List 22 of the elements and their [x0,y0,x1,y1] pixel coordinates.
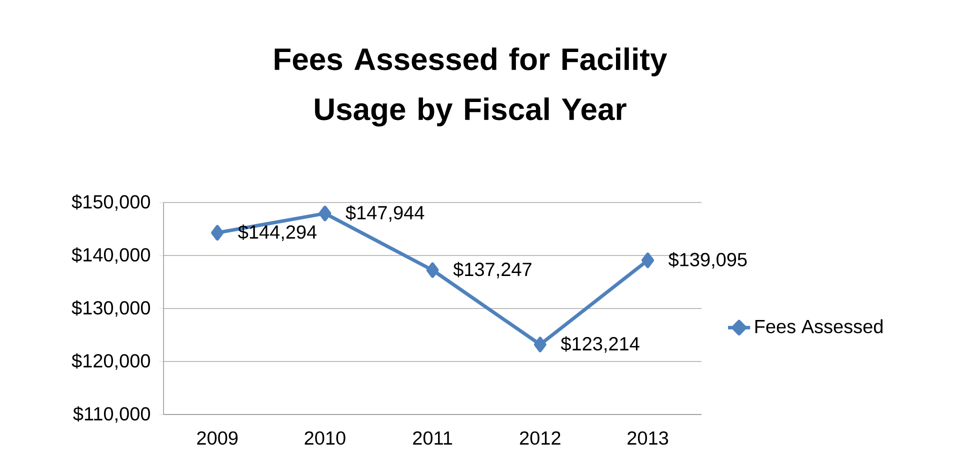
chart-title: Fees Assessed for Facility Usage by Fiscal Year [274,47,668,126]
data-label: $137,247 [453,262,532,278]
data-label: $144,294 [238,224,317,242]
data-label: $147,944 [346,205,424,222]
x-tick-label: 2011 [413,431,452,445]
point [318,206,332,222]
y-tick-label: $120,000 [72,353,150,370]
y-tick-label: $150,000 [72,194,150,211]
data-label: $123,214 [560,336,640,353]
point [426,262,439,278]
x-tick-label: 2009 [197,431,238,445]
y-tick-label: $110,000 [73,406,150,423]
x-tick-label: 2010 [304,431,346,445]
y-tick-label: $130,000 [72,300,150,317]
y-tick-label: $140,000 [72,247,150,264]
data-label: $139,095 [668,252,747,269]
point [211,225,224,241]
point [642,252,654,268]
point [534,336,546,352]
x-tick-label: 2012 [520,431,560,445]
legend-label: Fees Assessed [755,319,883,334]
x-tick-label: 2013 [628,431,668,445]
